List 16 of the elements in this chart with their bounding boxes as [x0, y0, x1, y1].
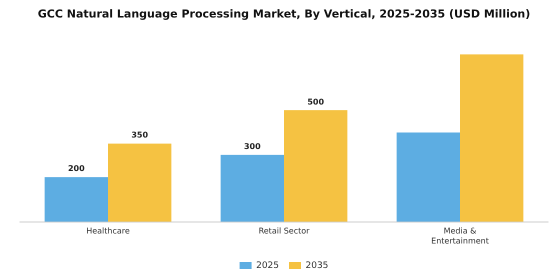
- legend-label: 2035: [306, 260, 328, 271]
- bar: [44, 177, 108, 222]
- bar: [396, 132, 460, 222]
- x-tick-label: Media & Entertainment: [431, 226, 489, 246]
- legend-label: 2025: [256, 260, 279, 271]
- bar: [284, 110, 348, 222]
- bar: [108, 144, 172, 222]
- data-label: 200: [68, 164, 86, 174]
- data-label: 350: [131, 130, 148, 140]
- x-tick-label: Retail Sector: [258, 226, 310, 236]
- x-tick-label: Healthcare: [86, 226, 130, 236]
- chart-title: GCC Natural Language Processing Market, By Vertical, 2025-2035 (USD Million): [38, 7, 530, 20]
- bar: [220, 154, 284, 222]
- bar: [460, 54, 524, 222]
- data-label: 500: [307, 97, 324, 106]
- data-label: 300: [244, 142, 262, 151]
